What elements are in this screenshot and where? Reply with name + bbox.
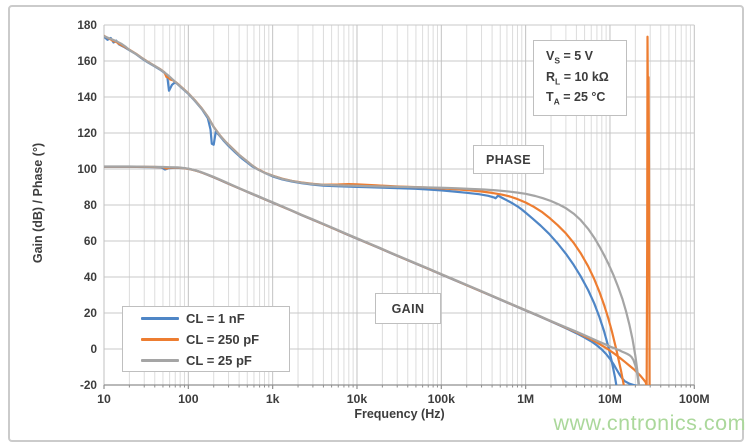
y-tick-label: 100: [77, 162, 97, 176]
x-tick-label: 1M: [517, 392, 534, 406]
condition-temperature: TA = 25 °C: [546, 90, 606, 107]
test-conditions-box: VS = 5 V RL = 10 kΩ TA = 25 °C: [533, 40, 627, 117]
legend-swatch-gray: [141, 358, 179, 362]
legend-swatch-blue: [141, 316, 179, 320]
legend-item-cl-1nf: CL = 1 nF: [141, 310, 289, 327]
legend-label: CL = 250 pF: [186, 331, 260, 347]
legend: CL = 1 nF CL = 250 pF CL = 25 pF: [122, 306, 290, 372]
watermark: www.cntronics.com: [553, 411, 746, 435]
condition-load-resistance: RL = 10 kΩ: [546, 69, 609, 87]
x-tick-label: 10: [97, 392, 111, 406]
chart-outer-frame: [8, 5, 744, 442]
x-tick-label: 100: [178, 392, 199, 406]
y-tick-label: 20: [84, 306, 98, 320]
y-tick-label: 120: [77, 126, 97, 140]
condition-supply-voltage: VS = 5 V: [546, 49, 594, 66]
gain-curve-label: GAIN: [375, 293, 441, 324]
x-tick-label: 100k: [428, 392, 456, 406]
y-tick-label: 60: [84, 234, 98, 248]
x-tick-label: 100M: [679, 392, 710, 406]
y-tick-label: 160: [77, 54, 97, 68]
y-axis-title: Gain (dB) / Phase (°): [31, 142, 45, 264]
gain-curve-cl25pf: [104, 165, 640, 385]
y-tick-label: 80: [84, 198, 98, 212]
x-axis-title: Frequency (Hz): [354, 407, 445, 421]
y-tick-label: 140: [77, 90, 97, 104]
legend-item-cl-250pf: CL = 250 pF: [141, 331, 289, 348]
x-tick-label: 10M: [598, 392, 622, 406]
y-tick-label: 0: [90, 342, 97, 356]
legend-swatch-orange: [141, 337, 179, 341]
phase-label-text: PHASE: [485, 152, 532, 167]
gain-label-text: GAIN: [391, 301, 425, 316]
y-tick-label: 40: [84, 270, 98, 284]
phase-curve-cl25pf: [104, 35, 641, 385]
x-tick-label: 10k: [347, 392, 368, 406]
legend-label: CL = 25 pF: [186, 352, 252, 368]
y-tick-label: 180: [77, 18, 97, 32]
legend-label: CL = 1 nF: [186, 310, 245, 326]
x-tick-label: 1k: [266, 392, 280, 406]
y-tick-label: -20: [80, 378, 97, 392]
phase-curve-label: PHASE: [473, 145, 544, 174]
legend-item-cl-25pf: CL = 25 pF: [141, 352, 289, 369]
